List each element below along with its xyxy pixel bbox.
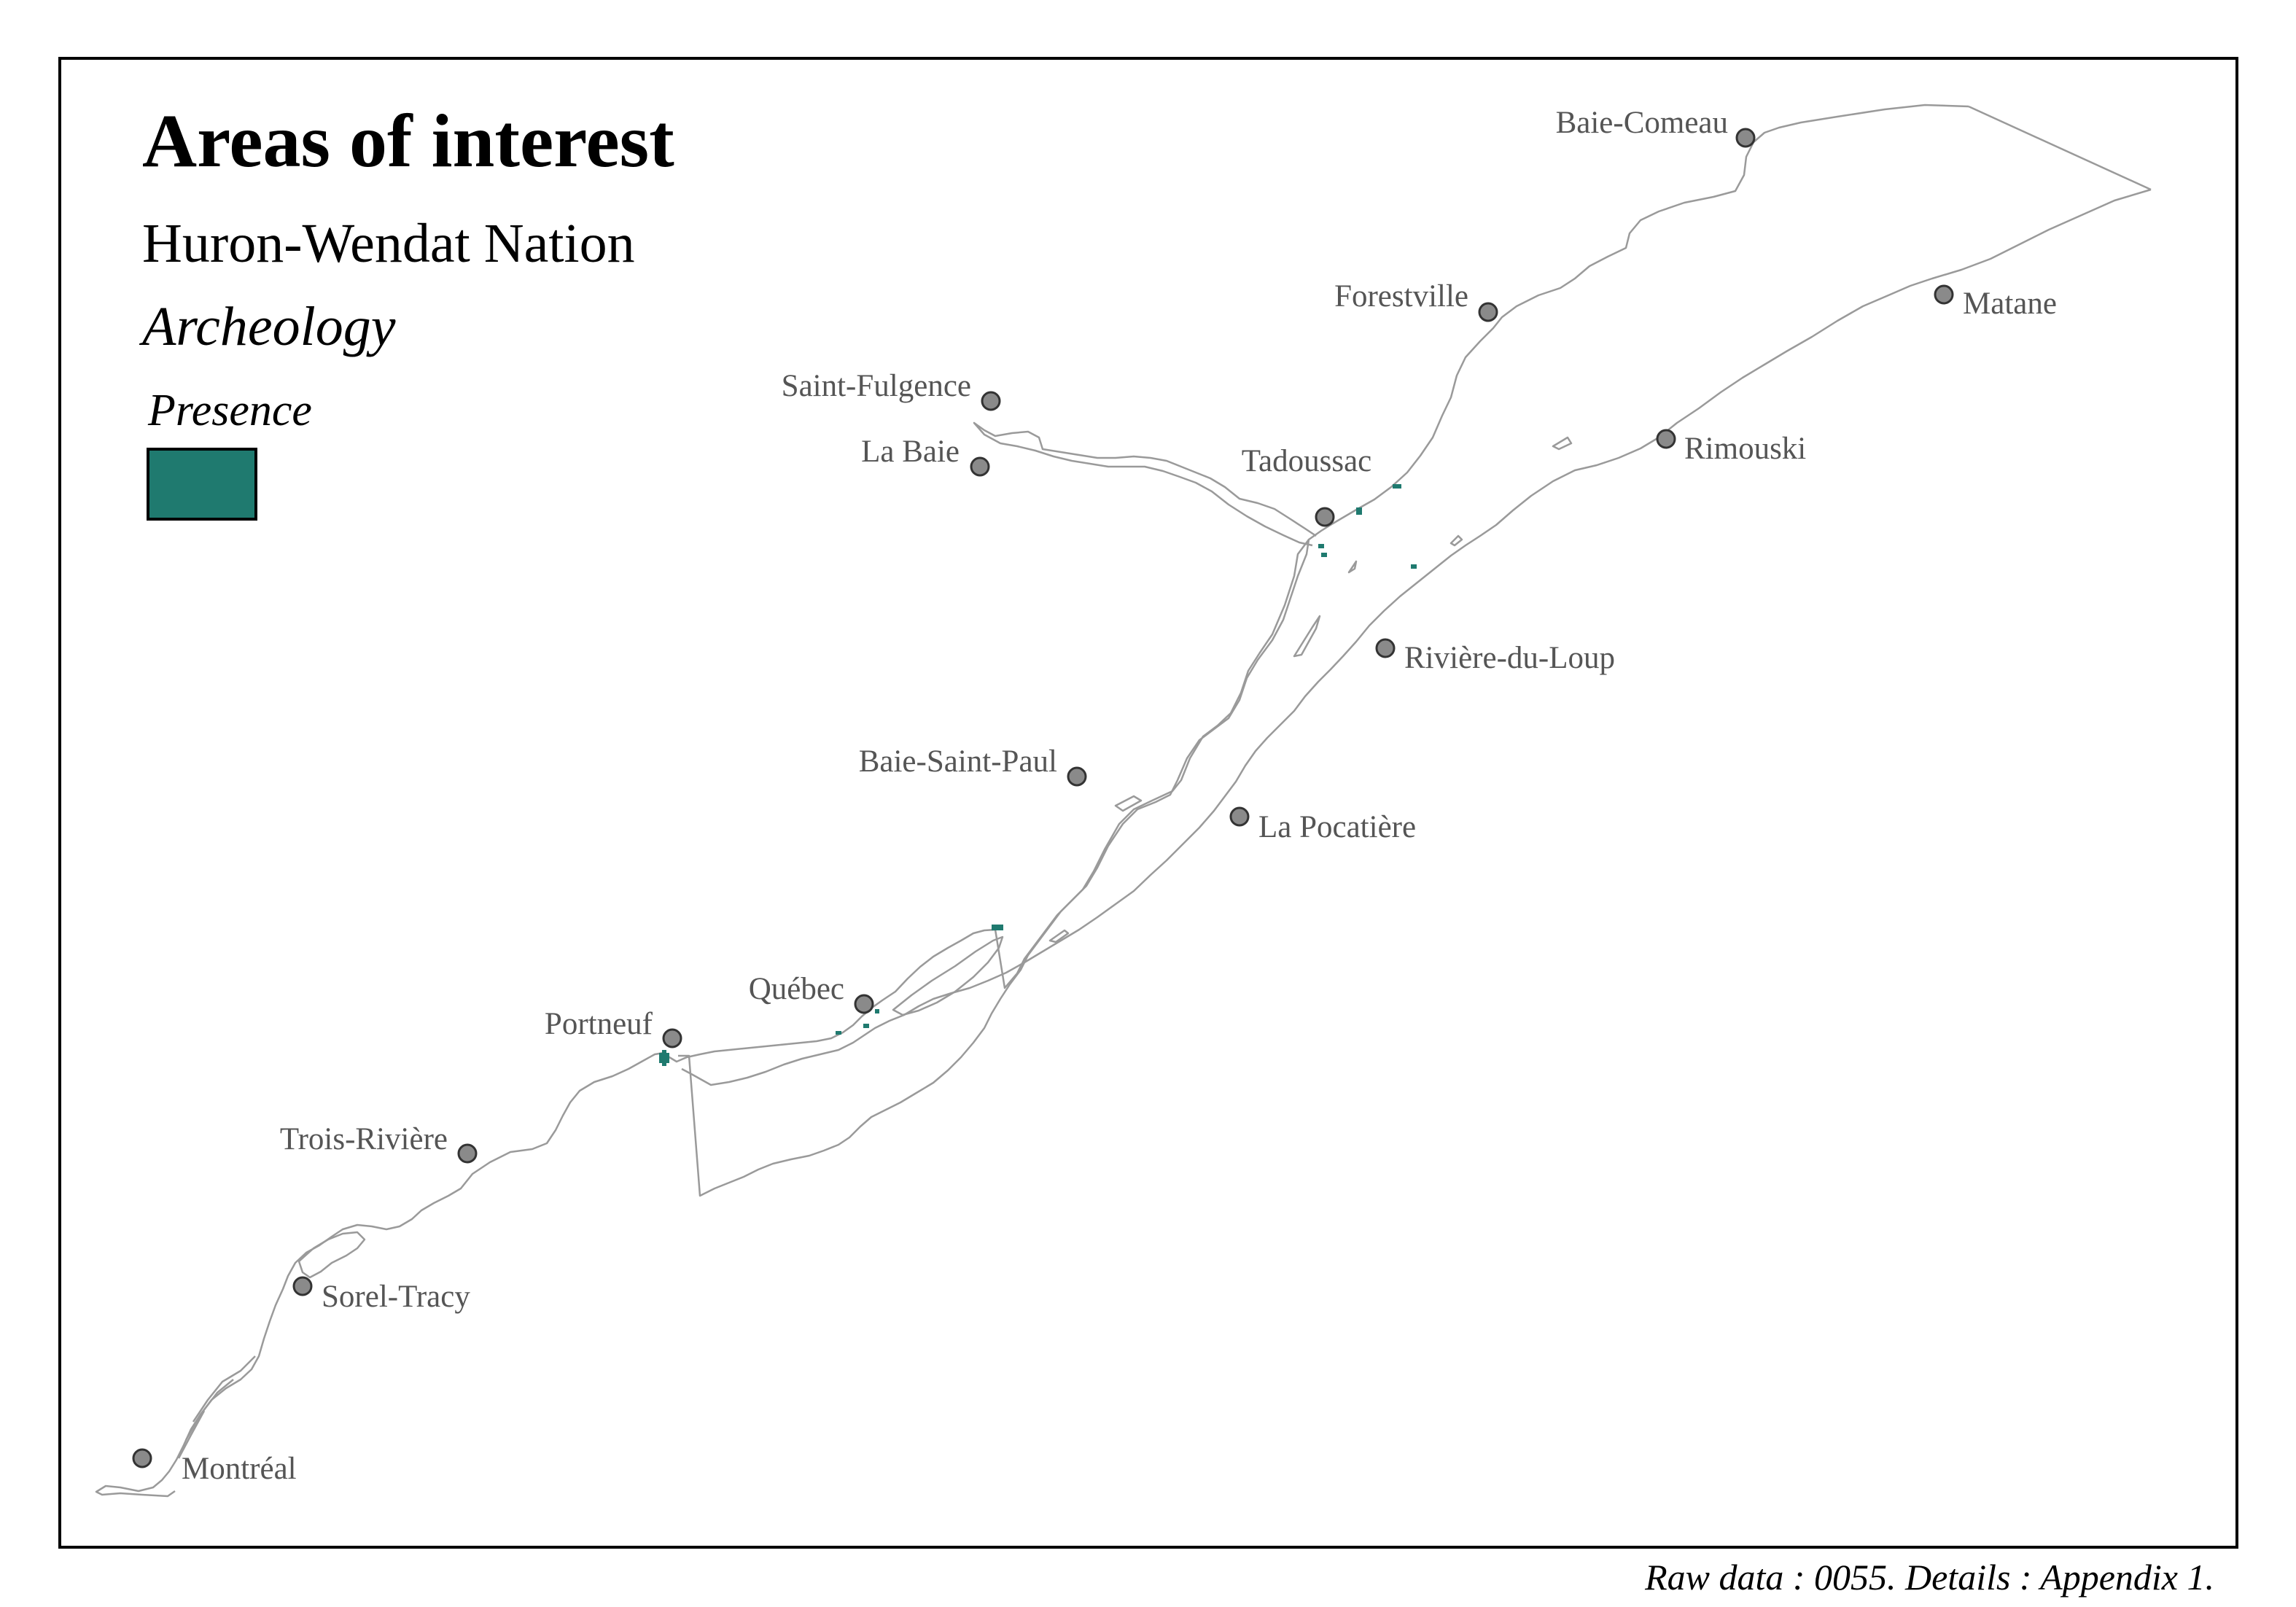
city-markers: Baie-Comeau Forestville Matane Saint-Ful… [132, 106, 2057, 1486]
city-label: Baie-Saint-Paul [859, 744, 1057, 779]
city-label: Matane [1963, 287, 2057, 321]
city-label: Tadoussac [1242, 444, 1372, 478]
presence-area-tadoussac-1 [1318, 544, 1324, 548]
city-trois-riviere: Trois-Rivière [280, 1122, 478, 1164]
city-marker [1478, 302, 1498, 322]
city-marker [1375, 638, 1396, 658]
island-3 [1347, 560, 1358, 574]
city-portneuf: Portneuf [545, 1007, 682, 1048]
city-label: Baie-Comeau [1556, 106, 1728, 140]
city-saint-fulgence: Saint-Fulgence [782, 369, 1001, 411]
city-label: Saint-Fulgence [782, 369, 971, 403]
city-marker [1656, 429, 1676, 449]
presence-area-south-1 [1411, 564, 1417, 569]
city-rimouski: Rimouski [1656, 429, 1806, 466]
city-label: Sorel-Tracy [322, 1280, 470, 1314]
city-label: Rimouski [1684, 432, 1806, 466]
city-label: Rivière-du-Loup [1404, 641, 1615, 675]
gulf-edge [1968, 105, 2152, 191]
presence-area-portneuf-2 [662, 1050, 666, 1066]
city-montreal: Montréal [132, 1448, 297, 1486]
delta-channel-2 [184, 1379, 234, 1441]
city-marker [1315, 507, 1335, 527]
city-marker [457, 1143, 478, 1164]
city-label: Trois-Rivière [280, 1122, 448, 1156]
city-baie-saint-paul: Baie-Saint-Paul [859, 744, 1087, 787]
presence-area-quebec-2 [863, 1024, 869, 1028]
theme-label: Archeology [142, 296, 396, 357]
presence-area-quebec-3 [875, 1009, 879, 1013]
city-la-baie: La Baie [861, 435, 990, 477]
legend-title: Presence [148, 386, 312, 435]
city-marker [1735, 128, 1756, 148]
presence-area-quebec-1 [836, 1031, 841, 1035]
island-2 [1293, 615, 1321, 658]
map-title: Areas of interest [142, 99, 674, 183]
island-6 [1048, 929, 1070, 943]
city-label: La Baie [861, 435, 960, 469]
south-bank [681, 188, 2152, 1086]
city-marker [132, 1448, 152, 1468]
city-label: Portneuf [545, 1007, 653, 1041]
ile-orleans [892, 935, 1004, 1016]
delta-channel-1 [192, 1355, 256, 1423]
legend-presence-swatch [147, 448, 257, 521]
city-marker [1067, 766, 1087, 787]
saguenay-fjord [973, 421, 1317, 547]
city-tadoussac: Tadoussac [1242, 444, 1372, 527]
city-marker [1229, 806, 1250, 827]
city-label: Forestville [1334, 279, 1468, 314]
lac-saint-pierre [297, 1231, 366, 1279]
city-label: Montréal [182, 1452, 297, 1486]
presence-area-tadoussac-2 [1321, 553, 1327, 557]
presence-areas [659, 484, 1417, 1066]
city-label: Québec [749, 972, 844, 1006]
city-label: La Pocatière [1258, 810, 1416, 844]
delta-channel-3 [177, 1410, 206, 1459]
city-forestville: Forestville [1334, 279, 1498, 322]
city-marker [1934, 284, 1954, 305]
city-marker [292, 1276, 313, 1296]
city-matane: Matane [1934, 284, 2057, 321]
city-marker [662, 1028, 682, 1048]
city-baie-comeau: Baie-Comeau [1556, 106, 1756, 148]
island-1 [1114, 795, 1143, 812]
st-lawrence-shoreline [95, 104, 2152, 1498]
city-marker [854, 994, 874, 1014]
city-marker [970, 456, 990, 477]
city-quebec: Québec [749, 972, 874, 1014]
city-marker [981, 391, 1001, 411]
presence-area-north-shore-1 [1356, 507, 1362, 515]
island-4 [1552, 436, 1573, 451]
presence-area-cap-tourmente [992, 925, 1003, 930]
city-sorel-tracy: Sorel-Tracy [292, 1276, 470, 1314]
city-riviere-du-loup: Rivière-du-Loup [1375, 638, 1615, 675]
island-5 [1449, 534, 1463, 547]
north-shore [678, 104, 1969, 1197]
source-note: Raw data : 0055. Details : Appendix 1. [1645, 1557, 2214, 1598]
city-la-pocatiere: La Pocatière [1229, 806, 1416, 844]
presence-area-north-shore-2 [1393, 484, 1401, 489]
north-bank [95, 539, 1310, 1498]
nation-subtitle: Huron-Wendat Nation [142, 213, 635, 274]
